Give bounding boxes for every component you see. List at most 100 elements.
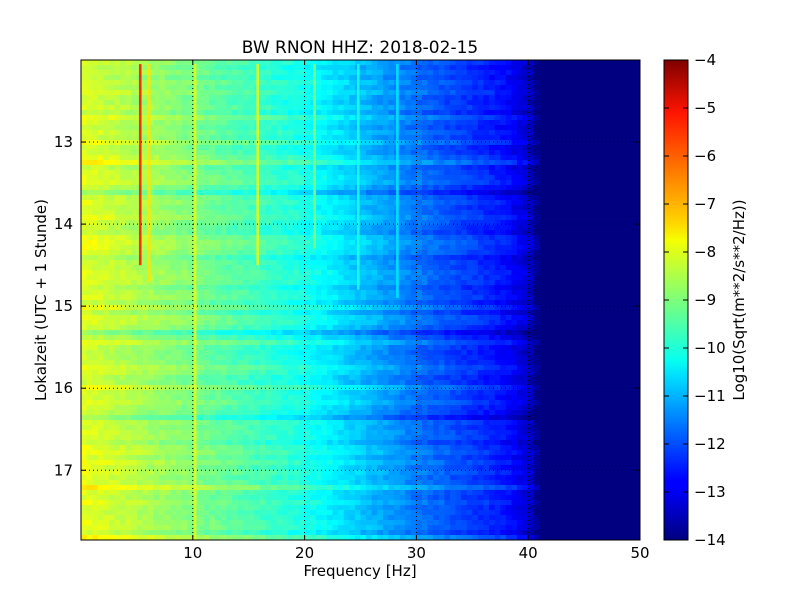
heatmap-cell <box>505 250 513 256</box>
heatmap-cell <box>293 140 300 146</box>
heatmap-cell <box>612 265 619 271</box>
heatmap-cell <box>533 230 540 236</box>
heatmap-cell <box>176 100 183 106</box>
heatmap-cell <box>103 110 110 116</box>
heatmap-cell <box>198 75 205 81</box>
heatmap-cell <box>561 300 568 306</box>
heatmap-cell <box>142 110 149 116</box>
heatmap-cell <box>187 75 194 81</box>
heatmap-cell <box>108 245 116 251</box>
heatmap-cell <box>433 170 440 176</box>
heatmap-cell <box>388 275 395 281</box>
heatmap-cell <box>416 65 423 71</box>
heatmap-cell <box>572 215 580 221</box>
heatmap-cell <box>584 115 591 121</box>
heatmap-cell <box>634 225 640 231</box>
heatmap-cell <box>153 290 160 296</box>
heatmap-cell <box>405 190 412 196</box>
heatmap-cell <box>528 175 535 181</box>
heatmap-cell <box>377 140 384 146</box>
heatmap-cell <box>97 260 104 266</box>
heatmap-cell <box>433 90 440 96</box>
heatmap-cell <box>399 275 406 281</box>
heatmap-cell <box>410 225 417 231</box>
heatmap-cell <box>578 305 585 311</box>
heatmap-cell <box>500 120 507 126</box>
heatmap-cell <box>282 140 289 146</box>
heatmap-cell <box>500 205 507 211</box>
heatmap-cell <box>528 265 535 271</box>
heatmap-cell <box>477 110 485 116</box>
heatmap-cell <box>634 185 640 191</box>
heatmap-cell <box>304 170 311 176</box>
heatmap-cell <box>421 295 429 301</box>
heatmap-cell <box>338 105 345 111</box>
heatmap-cell <box>438 235 445 241</box>
heatmap-cell <box>215 155 222 161</box>
heatmap-cell <box>153 80 160 86</box>
heatmap-cell <box>321 160 328 166</box>
heatmap-cell <box>556 225 563 231</box>
heatmap-cell <box>142 115 149 121</box>
heatmap-cell <box>243 215 250 221</box>
heatmap-cell <box>349 185 356 191</box>
heatmap-cell <box>125 195 132 201</box>
heatmap-cell <box>366 110 373 116</box>
heatmap-cell <box>556 200 563 206</box>
heatmap-cell <box>81 255 88 261</box>
heatmap-cell <box>494 220 501 226</box>
heatmap-cell <box>634 65 640 71</box>
heatmap-cell <box>343 80 350 86</box>
heatmap-cell <box>248 290 255 296</box>
heatmap-cell <box>561 75 568 81</box>
heatmap-cell <box>103 75 110 81</box>
heatmap-cell <box>522 175 529 181</box>
heatmap-cell <box>416 150 423 156</box>
heatmap-cell <box>410 190 417 196</box>
heatmap-cell <box>299 295 306 301</box>
heatmap-cell <box>176 185 183 191</box>
heatmap-cell <box>360 225 367 231</box>
heatmap-cell <box>120 130 127 136</box>
heatmap-cell <box>164 110 172 116</box>
heatmap-cell <box>187 240 194 246</box>
heatmap-cell <box>421 250 429 256</box>
heatmap-cell <box>399 180 406 186</box>
heatmap-cell <box>164 300 172 306</box>
heatmap-cell <box>455 130 462 136</box>
heatmap-cell <box>92 260 99 266</box>
heatmap-cell <box>248 135 255 141</box>
heatmap-cell <box>271 125 278 131</box>
heatmap-cell <box>617 70 624 76</box>
heatmap-cell <box>349 115 356 121</box>
heatmap-cell <box>282 240 289 246</box>
heatmap-cell <box>349 165 356 171</box>
heatmap-cell <box>388 100 395 106</box>
heatmap-cell <box>578 235 585 241</box>
heatmap-cell <box>617 90 624 96</box>
heatmap-cell <box>377 115 384 121</box>
heatmap-cell <box>600 285 608 291</box>
heatmap-cell <box>310 260 317 266</box>
heatmap-cell <box>237 150 244 156</box>
heatmap-cell <box>215 220 222 226</box>
heatmap-cell <box>494 275 501 281</box>
heatmap-cell <box>382 130 390 136</box>
heatmap-cell <box>561 175 568 181</box>
heatmap-cell <box>623 165 630 171</box>
heatmap-cell <box>282 65 289 71</box>
heatmap-cell <box>377 265 384 271</box>
heatmap-cell <box>444 105 451 111</box>
heatmap-cell <box>556 70 563 76</box>
heatmap-cell <box>377 275 384 281</box>
heatmap-cell <box>483 130 490 136</box>
heatmap-cell <box>108 110 116 116</box>
heatmap-cell <box>444 210 451 216</box>
heatmap-cell <box>176 200 183 206</box>
heatmap-cell <box>572 225 580 231</box>
heatmap-cell <box>394 60 401 66</box>
heatmap-cell <box>617 115 624 121</box>
heatmap-cell <box>86 235 93 241</box>
heatmap-cell <box>539 285 546 291</box>
